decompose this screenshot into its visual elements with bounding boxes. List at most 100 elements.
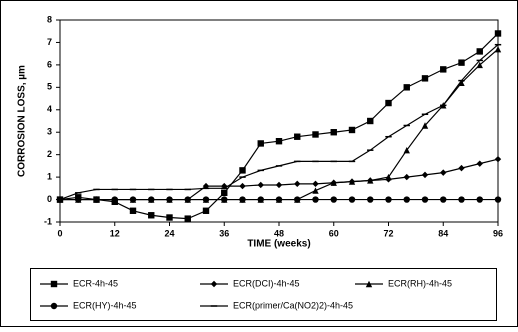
marker: [458, 59, 465, 66]
marker: [421, 171, 429, 179]
x-tick-label: 24: [164, 228, 174, 238]
marker: [367, 196, 374, 203]
marker: [239, 196, 246, 203]
marker: [494, 196, 502, 203]
marker: [476, 48, 483, 55]
marker: [148, 196, 155, 203]
marker: [111, 196, 118, 203]
legend-label: ECR(HY)-4h-45: [73, 300, 137, 310]
marker: [166, 214, 173, 221]
y-tick-label: 7: [47, 37, 52, 47]
x-tick-label: 12: [110, 228, 120, 238]
marker: [202, 196, 210, 203]
marker: [294, 180, 301, 188]
marker: [494, 30, 502, 37]
x-tick-label: 96: [493, 228, 503, 238]
marker: [221, 182, 228, 190]
x-tick-label: 0: [57, 228, 62, 238]
marker: [50, 280, 58, 288]
legend-label: ECR(DCI)-4h-45: [233, 278, 300, 288]
x-tick-label: 84: [438, 228, 448, 238]
marker: [239, 182, 246, 190]
marker: [93, 196, 100, 203]
x-tick-label: 48: [274, 228, 284, 238]
marker: [348, 178, 356, 185]
y-tick-label: 4: [47, 104, 52, 114]
marker: [403, 146, 410, 154]
marker: [385, 196, 392, 203]
marker: [184, 196, 191, 203]
marker: [294, 196, 301, 203]
y-tick-label: 3: [47, 127, 52, 137]
marker: [348, 196, 356, 203]
marker: [257, 181, 264, 189]
marker: [348, 126, 356, 134]
marker: [294, 133, 301, 140]
legend-label: ECR(RH)-4h-45: [388, 278, 452, 288]
y-tick-label: 6: [47, 59, 52, 69]
marker: [458, 196, 465, 203]
marker: [403, 84, 410, 91]
marker: [129, 207, 137, 214]
y-tick-label: 5: [47, 82, 52, 92]
marker: [275, 196, 283, 203]
marker: [330, 179, 337, 186]
y-tick-label: 8: [47, 14, 52, 24]
marker: [403, 196, 410, 203]
y-tick-label: 1: [47, 171, 52, 181]
marker: [221, 189, 228, 197]
marker: [221, 196, 228, 203]
marker: [421, 196, 429, 203]
marker: [148, 212, 155, 219]
marker: [440, 196, 447, 203]
marker: [129, 196, 137, 203]
marker: [440, 169, 447, 176]
legend-label: ECR-4h-45: [73, 278, 118, 288]
marker: [367, 117, 374, 125]
marker: [312, 180, 319, 188]
marker: [275, 138, 283, 145]
marker: [210, 280, 218, 288]
marker: [494, 155, 502, 163]
marker: [385, 173, 392, 181]
marker: [403, 173, 410, 181]
y-tick-label: -1: [44, 216, 52, 226]
marker: [312, 187, 319, 194]
y-axis-label: CORROSION LOSS, µm: [17, 65, 28, 177]
marker: [458, 79, 465, 87]
x-tick-label: 60: [329, 228, 339, 238]
y-tick-label: 2: [47, 149, 52, 159]
marker: [458, 164, 465, 172]
marker: [50, 302, 58, 310]
marker: [440, 66, 447, 73]
legend: [30, 268, 497, 321]
marker: [476, 160, 483, 167]
marker: [166, 196, 173, 203]
plot-area: [59, 19, 499, 223]
marker: [330, 129, 337, 136]
marker: [275, 181, 283, 189]
marker: [312, 196, 319, 203]
x-tick-label: 72: [383, 228, 393, 238]
marker: [421, 122, 429, 129]
marker: [184, 215, 191, 222]
marker: [75, 196, 82, 203]
marker: [476, 61, 483, 69]
marker: [202, 182, 210, 190]
marker: [367, 177, 374, 184]
marker: [257, 196, 264, 203]
marker: [257, 140, 264, 147]
x-axis-label: TIME (weeks): [247, 239, 310, 250]
marker: [476, 196, 483, 203]
marker: [494, 45, 502, 53]
marker: [421, 75, 429, 82]
marker: [312, 131, 319, 138]
legend-label: ECR(primer/Ca(NO2)2)-4h-45: [233, 300, 353, 310]
y-tick-label: 0: [47, 194, 52, 204]
marker: [330, 196, 337, 203]
x-tick-label: 36: [219, 228, 229, 238]
marker: [365, 280, 373, 288]
marker: [239, 167, 246, 174]
marker: [202, 207, 210, 214]
